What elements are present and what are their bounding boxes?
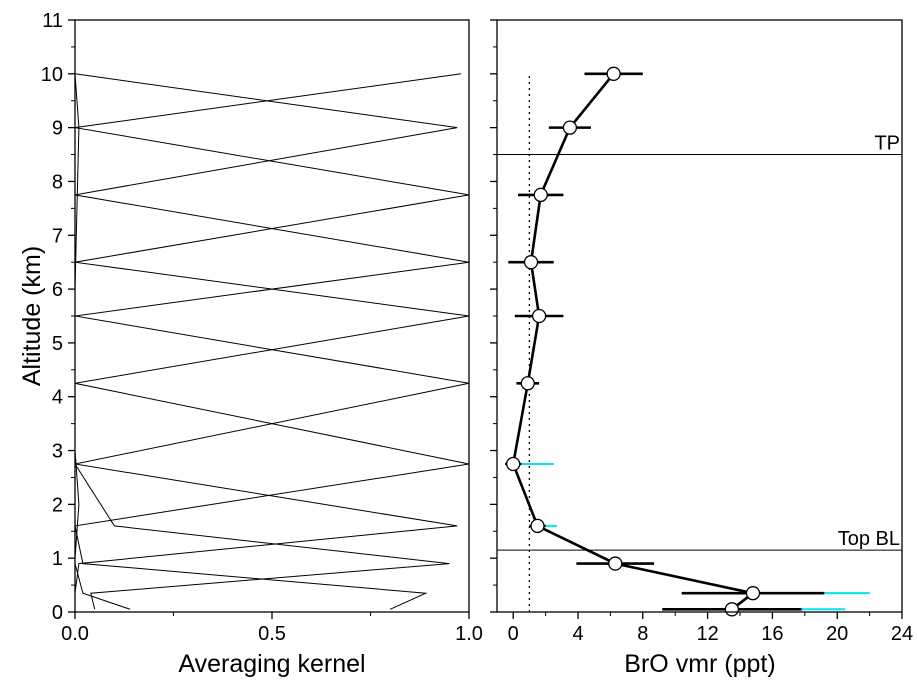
data-point [520,376,535,391]
left-y-axis: 0 1 2 3 4 5 6 7 8 9 10 11 [41,10,75,624]
kernel-line-11 [74,73,462,610]
kernel-line-4 [74,73,458,610]
kernel-line-5 [74,73,470,610]
kernel-line-8 [74,73,470,610]
right-x-tick-label: 24 [891,623,913,645]
kernel-line-6 [74,73,470,610]
data-point [745,586,761,601]
right-y-axis [490,19,497,613]
right-x-tick-label: 8 [637,623,648,645]
left-y-tick-label: 11 [42,10,63,32]
left-y-tick-label: 1 [52,548,63,570]
bro-profile-marks: TP Top BL [497,66,902,617]
left-x-tick-label: 1.0 [455,623,483,645]
data-point [562,120,578,135]
left-x-axis-label: Averaging kernel [178,650,365,678]
kernel-line-9 [74,73,470,610]
right-x-axis: 0 4 8 12 16 20 24 [508,612,913,645]
level-label: TP [874,133,900,155]
kernel-line-3 [74,73,450,610]
left-y-tick-label: 9 [52,118,63,140]
kernel-line-7 [74,73,470,610]
data-point [724,602,740,617]
right-x-axis-label: BrO vmr (ppt) [624,650,775,678]
right-x-tick-label: 16 [761,623,783,645]
kernel-line-1 [74,73,131,610]
bro-profile-panel: TP Top BL 0 4 8 12 16 20 24 BrO vmr (ppt) [490,19,913,678]
kernel-line-10 [74,73,458,610]
averaging-kernel-panel: 0 1 2 3 4 5 6 7 8 9 10 11 0.0 0.5 1.0 Altitude (km) A… [18,10,483,678]
left-x-axis: 0.0 0.5 1.0 [61,612,483,645]
left-x-tick-label: 0.0 [61,623,89,645]
right-x-tick-label: 20 [826,623,848,645]
left-y-tick-label: 3 [52,441,63,463]
left-y-axis-label: Altitude (km) [18,246,46,386]
left-y-tick-label: 7 [52,225,63,247]
data-point [506,456,521,472]
left-y-tick-label: 8 [52,171,63,193]
right-x-tick-label: 12 [696,623,718,645]
left-y-tick-label: 6 [52,279,63,301]
left-x-tick-label: 0.5 [258,623,286,645]
data-point [608,556,623,571]
data-point [606,66,621,81]
right-x-tick-label: 4 [572,623,583,645]
data-point [523,255,539,270]
data-point [531,308,547,324]
kernel-lines [74,73,470,610]
level-label: Top BL [838,528,900,550]
data-point [530,518,545,534]
right-x-tick-label: 0 [508,623,519,645]
left-y-tick-label: 4 [52,387,63,409]
data-point [533,187,548,203]
left-y-tick-label: 2 [52,494,63,516]
left-plot-frame [74,19,470,613]
left-y-tick-label: 5 [52,333,63,355]
left-y-tick-label: 10 [41,64,63,86]
kernel-line-2 [74,73,428,610]
left-y-tick-label: 0 [52,602,63,624]
